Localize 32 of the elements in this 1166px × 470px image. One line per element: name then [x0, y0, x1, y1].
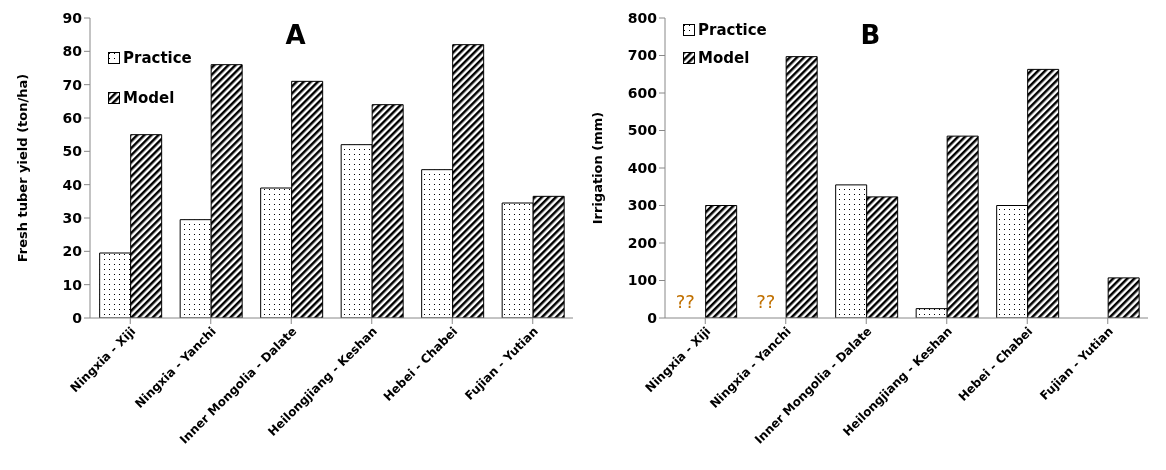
y-tick-label: 100: [627, 272, 658, 289]
legend-label: Practice: [698, 20, 767, 41]
y-axis-title: Fresh tuber yield (ton/ha): [14, 73, 30, 263]
y-axis-title: Irrigation (mm): [589, 111, 605, 225]
chart-title: A: [285, 20, 306, 50]
y-tick-label: 700: [627, 47, 658, 64]
y-tick-label: 90: [62, 9, 83, 26]
annotation: ??: [675, 290, 695, 312]
y-tick-label: 60: [62, 109, 83, 126]
y-tick-label: 200: [627, 234, 658, 251]
y-tick-label: 50: [62, 143, 83, 160]
bar: [705, 205, 738, 318]
y-tick-label: 600: [627, 84, 658, 101]
y-tick-label: 0: [72, 309, 83, 326]
y-tick-label: 10: [62, 276, 83, 293]
y-tick-label: 20: [62, 243, 83, 260]
y-tick-label: 30: [62, 209, 83, 226]
legend-label: Model: [123, 88, 175, 109]
bar: [785, 56, 818, 318]
y-tick-label: 300: [627, 197, 658, 214]
y-tick-label: 40: [62, 176, 83, 193]
y-tick-label: 0: [647, 309, 658, 326]
y-tick-label: 500: [627, 122, 658, 139]
legend-label: Practice: [123, 48, 192, 69]
y-tick-label: 80: [62, 43, 83, 60]
chart-title: B: [860, 20, 881, 50]
y-tick-label: 800: [627, 9, 658, 26]
y-tick-label: 70: [62, 76, 83, 93]
y-tick-label: 400: [627, 159, 658, 176]
legend-label: Model: [698, 48, 750, 69]
bar: [1107, 277, 1140, 318]
annotation: ??: [756, 290, 776, 312]
